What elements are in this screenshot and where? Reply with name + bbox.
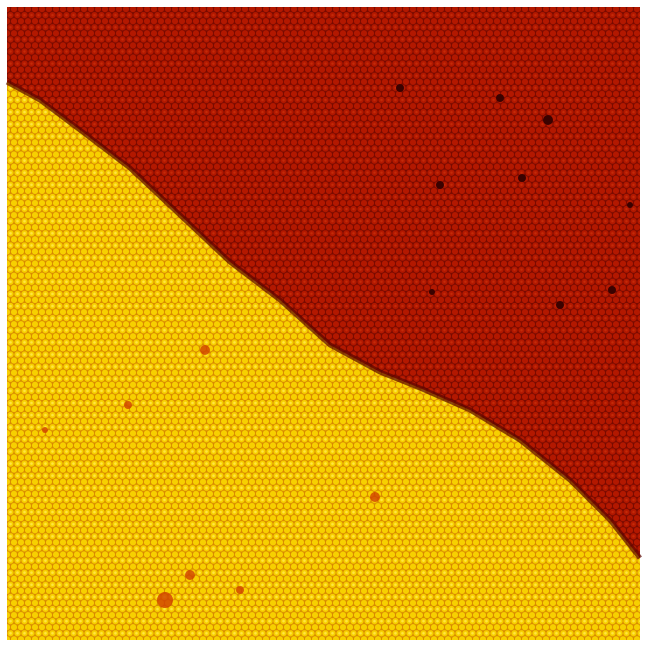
defect (124, 401, 132, 409)
defect (436, 181, 444, 189)
defect (608, 286, 616, 294)
defect (627, 202, 633, 208)
defect (370, 492, 380, 502)
defect (543, 115, 553, 125)
defect (556, 301, 564, 309)
defect (200, 345, 210, 355)
defect (518, 174, 526, 182)
stm-image (0, 0, 645, 647)
defect (429, 289, 435, 295)
defect (42, 427, 48, 433)
defect (236, 586, 244, 594)
defect (396, 84, 404, 92)
defect (185, 570, 195, 580)
defect (496, 94, 504, 102)
defect (157, 592, 173, 608)
